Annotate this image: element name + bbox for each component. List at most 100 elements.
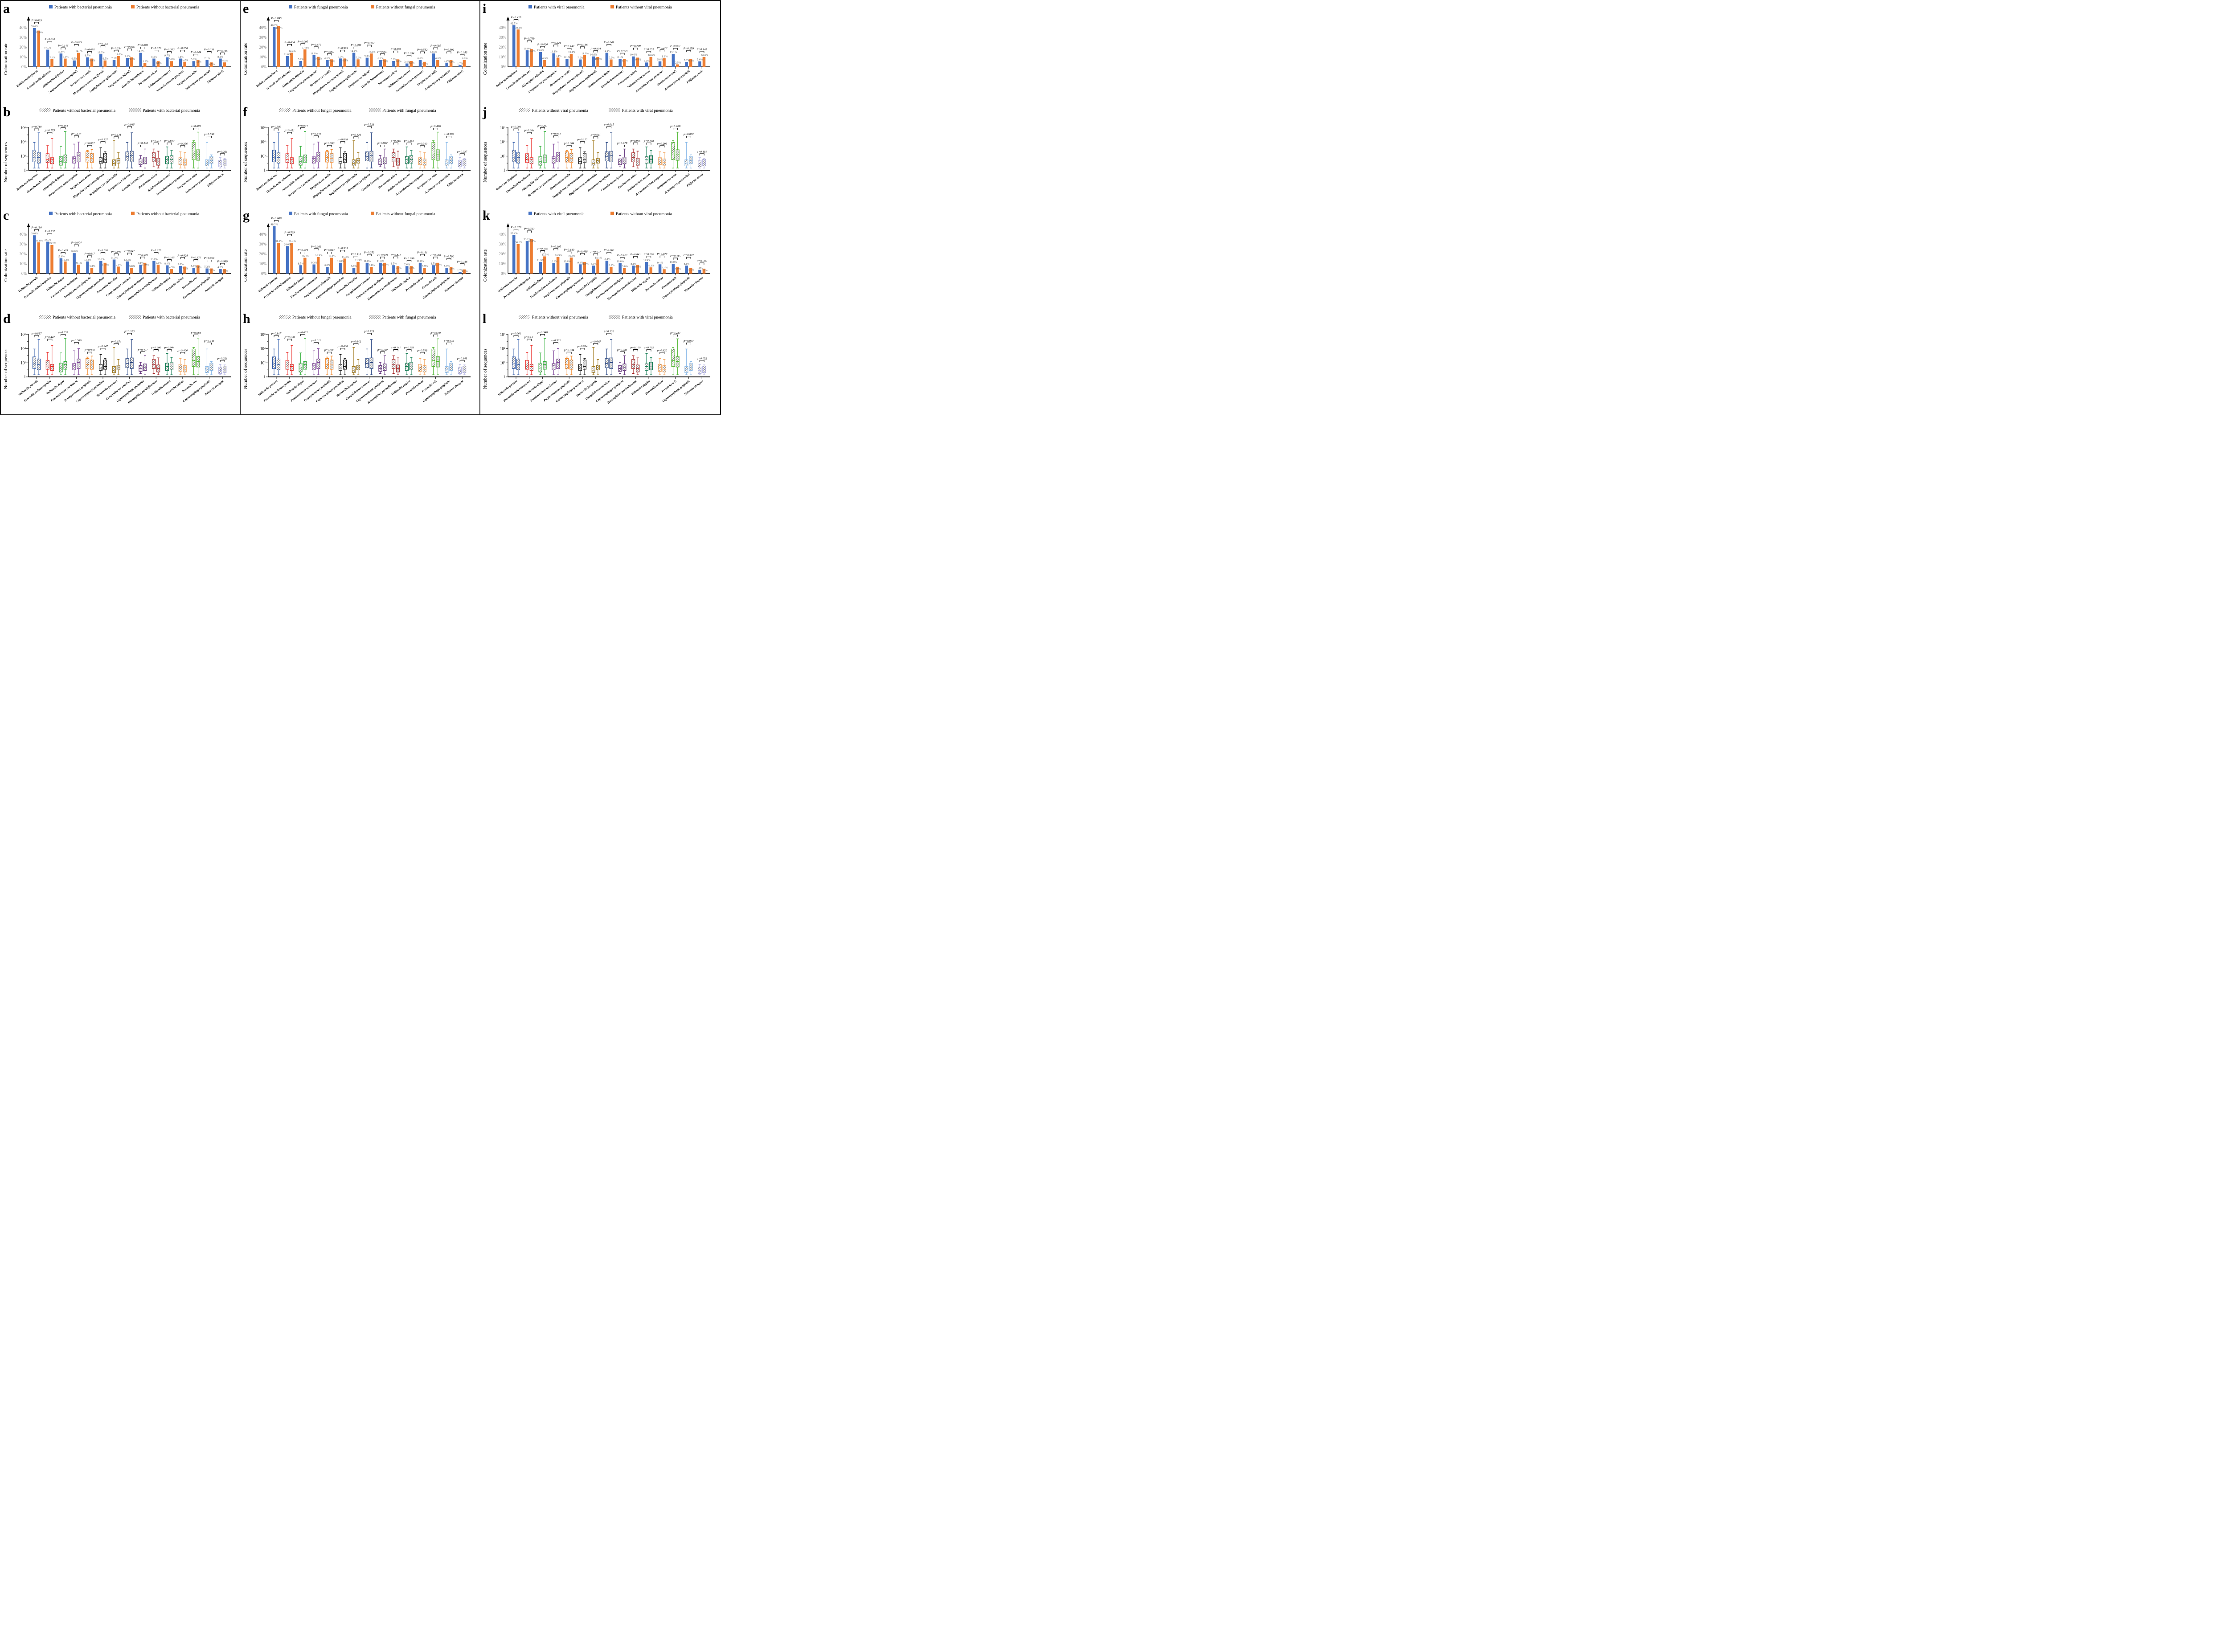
- box-without-pneumonia: [165, 353, 169, 375]
- pvalue-label: p=0.221: [217, 357, 228, 360]
- bar-value-label: 4.5%: [217, 266, 223, 269]
- box-without-pneumonia: [591, 140, 595, 168]
- bar-without-pneumonia: [663, 58, 666, 67]
- pvalue-label: P=0.376: [190, 256, 201, 259]
- pvalue-bracket: [540, 46, 545, 48]
- pvalue-label: P=0.605: [390, 48, 401, 51]
- pvalue-label: P>0.999: [337, 47, 348, 50]
- bar-value-label: 14.4%: [289, 49, 296, 53]
- pvalue-label: P=0.008: [270, 217, 282, 220]
- bar-value-label: 5.8%: [90, 265, 95, 268]
- species-label: Granulicatella adiacens: [506, 173, 531, 194]
- bar-value-label: 7.6%: [356, 56, 361, 59]
- bar-value-label: 7.6%: [382, 60, 388, 63]
- y-tick-label: 40%: [499, 25, 507, 30]
- pvalue-bracket: [353, 256, 358, 258]
- species-label: Actinomyces graevenitzii: [184, 70, 211, 91]
- pvalue-label: P=0.221: [550, 41, 561, 45]
- bar-with-pneumonia: [205, 268, 209, 274]
- pvalue-label: p=0.632: [297, 331, 308, 334]
- y-tick-label: 40%: [20, 25, 27, 30]
- panel-j-chart: j Patients without viral pneumonia Patient…: [482, 105, 710, 200]
- bar-value-label: 5.6%: [688, 269, 694, 272]
- box-with-pneumonia: [276, 132, 281, 168]
- bar-value-label: 11.0%: [115, 53, 123, 56]
- bar-with-pneumonia: [139, 264, 142, 274]
- pvalue-bracket: [287, 234, 292, 236]
- pvalue-bracket: [553, 248, 558, 250]
- bar-with-pneumonia: [685, 266, 688, 274]
- bar-with-pneumonia: [445, 268, 448, 274]
- panel-letter: h: [243, 311, 250, 326]
- bar-value-label: 31.8%: [36, 239, 43, 242]
- y-tick-label: 20%: [499, 45, 507, 49]
- panel-j: j Patients without viral pneumonia Patient…: [480, 104, 720, 208]
- box-without-pneumonia: [512, 348, 516, 375]
- pvalue-bracket: [300, 43, 305, 45]
- bar-without-pneumonia: [143, 63, 147, 67]
- bar-with-pneumonia: [685, 62, 688, 67]
- box-without-pneumonia: [72, 143, 76, 168]
- bar-value-label: 37.0%: [36, 31, 43, 34]
- bar-value-label: 8.5%: [298, 262, 304, 265]
- bar-without-pneumonia: [596, 259, 599, 274]
- box-with-pneumonia: [396, 151, 400, 168]
- panel-c-chart: c Patients with bacterial pneumonia Patien…: [3, 208, 231, 302]
- y-tick-label: 10⁶: [20, 332, 26, 337]
- pvalue-bracket: [673, 335, 678, 337]
- bar-with-pneumonia: [273, 226, 276, 274]
- box-with-pneumonia: [556, 348, 560, 375]
- y-tick-label: 20%: [20, 252, 27, 256]
- pvalue-label: p=0.596: [324, 142, 335, 145]
- box-without-pneumonia: [338, 147, 343, 168]
- pvalue-label: P=0.055: [97, 42, 108, 45]
- y-tick-label: 40%: [259, 232, 267, 237]
- pvalue-bracket: [353, 343, 359, 345]
- bar-without-pneumonia: [663, 269, 666, 274]
- bar-value-label: 16.9%: [315, 254, 322, 257]
- bar-without-pneumonia: [556, 57, 560, 67]
- bar-value-label: 15.0%: [537, 49, 544, 52]
- pvalue-bracket: [34, 335, 39, 338]
- pvalue-label: P=0.510: [430, 254, 441, 257]
- bar-value-label: 5.8%: [156, 61, 162, 65]
- bar-without-pneumonia: [449, 60, 453, 67]
- y-axis-arrow: [506, 223, 510, 227]
- pvalue-label: p=0.340: [417, 142, 428, 145]
- species-label: Solobacterium moorei: [147, 70, 171, 89]
- box-with-pneumonia: [143, 355, 147, 375]
- pvalue-label: P=0.315: [670, 255, 681, 258]
- box-with-pneumonia: [596, 152, 600, 168]
- box-without-pneumonia: [525, 352, 529, 375]
- pvalue-label: p=0.583: [271, 126, 282, 129]
- legend-swatch-dotted: [129, 315, 141, 319]
- bar-value-label: 14.4%: [595, 256, 602, 259]
- pvalue-bracket: [154, 252, 159, 254]
- bar-with-pneumonia: [658, 264, 662, 274]
- bar-without-pneumonia: [676, 266, 679, 274]
- panel-letter: i: [483, 1, 486, 16]
- box-without-pneumonia: [538, 146, 542, 168]
- pvalue-label: p=0.072: [443, 339, 454, 343]
- bar-without-pneumonia: [649, 57, 652, 67]
- bar-value-label: 3.4%: [404, 61, 410, 64]
- pvalue-bracket: [340, 141, 345, 143]
- pvalue-bracket: [327, 352, 332, 354]
- species-label: Streptococcus infantis: [108, 173, 132, 192]
- box-with-pneumonia: [609, 132, 613, 168]
- box-with-pneumonia: [529, 345, 533, 375]
- pvalue-bracket: [167, 143, 172, 145]
- bar-without-pneumonia: [37, 30, 40, 67]
- box-with-pneumonia: [63, 338, 67, 375]
- box-without-pneumonia: [618, 362, 622, 374]
- pvalue-label: P=0.377: [683, 254, 694, 257]
- pvalue-bracket: [393, 349, 398, 352]
- bar-value-label: 4.2%: [444, 60, 450, 63]
- pvalue-bracket: [593, 253, 598, 256]
- panel-h: h Patients without fungal pneumonia Patien…: [241, 311, 480, 414]
- species-label: Solobacterium moorei: [627, 70, 651, 89]
- pvalue-bracket: [127, 253, 132, 255]
- bar-with-pneumonia: [99, 54, 102, 67]
- bar-without-pneumonia: [516, 29, 520, 67]
- bar-value-label: 6.5%: [71, 57, 77, 61]
